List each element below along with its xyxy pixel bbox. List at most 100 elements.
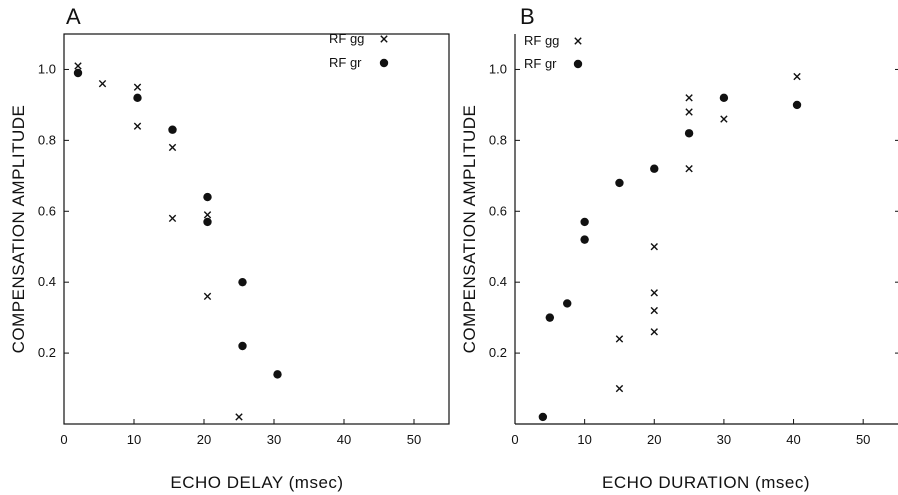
legend-label: RF gg — [329, 31, 364, 46]
x-tick-label: 30 — [267, 432, 281, 447]
data-point-rf-gr — [273, 370, 282, 379]
legend-label: RF gr — [329, 55, 362, 70]
x-tick-label: 50 — [856, 432, 870, 447]
x-tick-label: 30 — [717, 432, 731, 447]
x-tick-label: 0 — [60, 432, 67, 447]
legend-label: RF gr — [524, 56, 557, 71]
marker-stroke — [793, 72, 801, 81]
data-point-rf-gg — [133, 83, 142, 91]
x-tick-label: 10 — [577, 432, 591, 447]
y-tick-label: 0.8 — [38, 132, 56, 147]
marker-stroke — [615, 384, 624, 393]
x-tick-label: 0 — [511, 432, 518, 447]
chart-panel-b: B 0 10 20 30 40 50 0.2 0.4 0.6 0.8 1.0 ECHO DURATION… — [460, 4, 898, 492]
marker-stroke — [168, 143, 177, 152]
marker-stroke — [685, 94, 693, 102]
data-point-rf-gg — [74, 62, 82, 70]
data-point-rf-gg — [615, 335, 624, 343]
data-point-rf-gr — [650, 164, 659, 173]
panel-letter: B — [520, 4, 535, 29]
x-tick-label: 10 — [127, 432, 141, 447]
chart-panel-a: A 0 10 20 30 40 50 0.2 0.4 0.6 0.8 1.0 ECHO DELAY (m… — [9, 4, 450, 492]
marker-stroke — [650, 243, 658, 251]
marker-stroke — [133, 122, 142, 130]
legend-label: RF gg — [524, 33, 559, 48]
data-point-rf-gr — [719, 93, 729, 103]
x-axis-title: ECHO DURATION (msec) — [602, 473, 810, 492]
data-point-rf-gg — [168, 214, 177, 223]
data-point-rf-gg — [133, 122, 142, 130]
data-point-rf-gg — [793, 72, 801, 81]
marker-stroke — [203, 211, 212, 219]
legend-marker-x — [380, 35, 388, 43]
x-axis-title: ECHO DELAY (msec) — [170, 473, 343, 492]
marker-stroke — [685, 165, 693, 173]
y-tick-label: 1.0 — [489, 61, 507, 76]
legend-marker-x — [574, 37, 582, 45]
data-point-rf-gg — [203, 211, 212, 219]
y-tick-label: 0.8 — [489, 132, 507, 147]
data-point-rf-gr — [563, 299, 572, 308]
marker-stroke — [685, 108, 693, 116]
data-point-rf-gg — [650, 289, 658, 297]
data-point-rf-gg — [615, 384, 624, 393]
data-point-rf-gg — [650, 243, 658, 251]
data-point-rf-gr — [580, 217, 589, 227]
data-point-rf-gg — [650, 306, 658, 315]
data-point-rf-gr — [580, 235, 589, 244]
data-point-rf-gr — [545, 313, 555, 322]
data-point-rf-gr — [133, 93, 142, 103]
y-tick-label: 1.0 — [38, 61, 56, 76]
marker-stroke — [133, 83, 142, 91]
y-tick-label: 0.6 — [489, 203, 507, 218]
marker-stroke — [720, 115, 728, 123]
data-point-rf-gg — [685, 165, 693, 173]
data-point-rf-gr — [73, 68, 83, 78]
marker-stroke — [650, 289, 658, 297]
y-tick-label: 0.2 — [489, 345, 507, 360]
x-tick-label: 40 — [337, 432, 351, 447]
marker-stroke — [168, 214, 177, 223]
data-point-rf-gr — [792, 100, 802, 110]
marker-stroke — [650, 328, 658, 336]
y-tick-label: 0.4 — [38, 274, 56, 289]
x-tick-label: 20 — [197, 432, 211, 447]
marker-stroke — [615, 335, 624, 343]
data-point-rf-gr — [538, 412, 548, 422]
y-axis-title: COMPENSATION AMPLITUDE — [460, 105, 479, 354]
x-tick-label: 20 — [647, 432, 661, 447]
data-point-rf-gg — [685, 94, 693, 102]
data-point-rf-gr — [238, 277, 247, 287]
data-point-rf-gr — [203, 217, 212, 227]
marker-stroke — [380, 35, 388, 43]
y-tick-label: 0.2 — [38, 345, 56, 360]
data-point-rf-gg — [720, 115, 728, 123]
data-point-rf-gg — [203, 292, 212, 301]
y-tick-label: 0.4 — [489, 274, 507, 289]
marker-stroke — [235, 413, 243, 421]
data-point-rf-gr — [168, 125, 177, 134]
data-point-rf-gr — [203, 192, 212, 202]
data-point-rf-gr — [238, 341, 247, 351]
panel-letter: A — [66, 4, 81, 29]
marker-stroke — [203, 292, 212, 301]
y-axis-title: COMPENSATION AMPLITUDE — [9, 105, 28, 354]
data-point-rf-gg — [98, 79, 107, 88]
y-tick-label: 0.6 — [38, 203, 56, 218]
legend-marker-dot — [573, 59, 583, 69]
data-point-rf-gg — [685, 108, 693, 116]
legend-marker-dot — [379, 58, 389, 68]
data-point-rf-gg — [650, 328, 658, 336]
marker-stroke — [574, 37, 582, 45]
marker-stroke — [98, 79, 107, 88]
data-point-rf-gg — [235, 413, 243, 421]
x-tick-label: 40 — [786, 432, 800, 447]
marker-stroke — [74, 62, 82, 70]
data-point-rf-gr — [615, 178, 624, 188]
x-tick-label: 50 — [407, 432, 421, 447]
plot-frame — [63, 33, 450, 425]
data-point-rf-gr — [684, 129, 694, 138]
data-point-rf-gg — [168, 143, 177, 152]
marker-stroke — [650, 306, 658, 315]
